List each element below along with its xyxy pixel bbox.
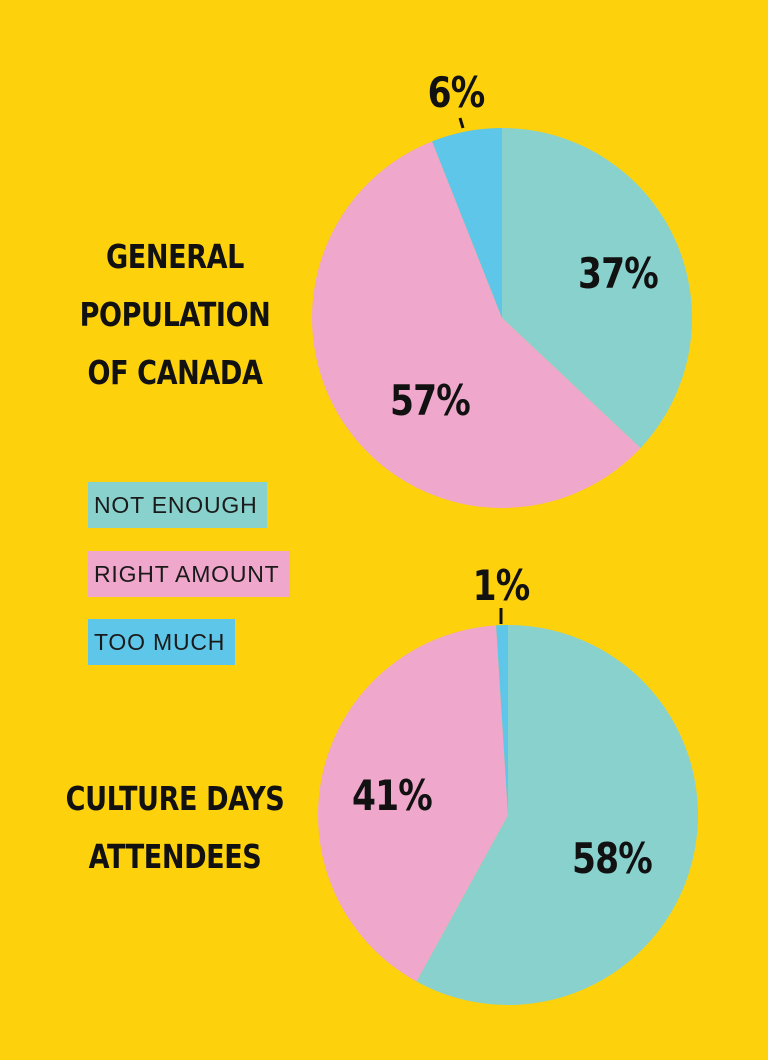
pie-1-label-not-enough: 37% <box>578 250 658 299</box>
pie-2-slice-not-enough <box>416 625 698 1005</box>
chart-1-title: GENERAL POPULATION OF CANADA <box>64 228 285 402</box>
chart-2-title: CULTURE DAYS ATTENDEES <box>56 770 294 886</box>
pie-2-label-too-much: 1% <box>473 562 530 611</box>
pie-1-slice-not-enough <box>502 128 693 449</box>
pie-2-label-not-enough: 58% <box>572 835 652 884</box>
pie-1-slice-right-amount <box>312 141 641 508</box>
legend-not-enough: NOT ENOUGH <box>88 482 268 528</box>
pie-1-label-right-amount: 57% <box>390 377 470 426</box>
pie-2-slice-right-amount <box>318 625 508 982</box>
pie-chart-general-population: 37% 57% 6% <box>312 69 693 508</box>
chart-1-title-line: POPULATION <box>79 295 271 334</box>
legend-right-amount: RIGHT AMOUNT <box>88 551 290 597</box>
pie-1-slice-too-much <box>432 128 502 318</box>
chart-1-title-line: OF CANADA <box>87 353 263 392</box>
pie-1-leader-line <box>458 117 465 129</box>
chart-1-title-line: GENERAL <box>106 237 244 276</box>
pie-2-slice-too-much <box>496 625 508 815</box>
legend-too-much: TOO MUCH <box>88 619 236 665</box>
pie-2-label-right-amount: 41% <box>352 772 432 821</box>
chart-2-title-line: ATTENDEES <box>88 837 262 876</box>
pie-chart-culture-days-attendees: 58% 41% 1% <box>318 562 698 1005</box>
chart-2-title-line: CULTURE DAYS <box>65 779 285 818</box>
pie-1-label-too-much: 6% <box>428 69 485 118</box>
